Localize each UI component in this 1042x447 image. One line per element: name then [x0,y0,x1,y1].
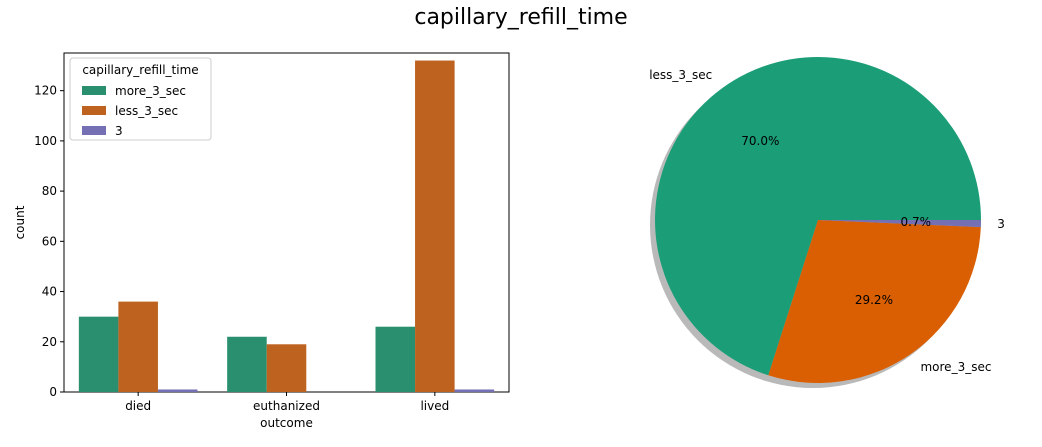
y-tick-label: 0 [49,385,57,399]
pie-pct-label: 29.2% [855,293,893,307]
bar-euthanized-more_3_sec [227,336,267,392]
x-tick-label: euthanized [253,399,320,413]
bar-lived-3 [454,389,495,392]
legend-label-more_3_sec: more_3_sec [115,84,186,98]
y-tick-label: 120 [34,84,57,98]
bar-lived-more_3_sec [375,326,416,392]
bar-died-less_3_sec [118,301,158,392]
pie-pct-label: 70.0% [741,134,779,148]
bar-lived-less_3_sec [415,60,455,393]
bar-died-3 [157,389,198,392]
y-tick-label: 40 [42,285,57,299]
pie-pct-label: 0.7% [901,215,932,229]
y-tick-label: 100 [34,134,57,148]
pie-slice-more_3_sec [768,220,981,383]
bar-chart: died euthanized lived outcome 0 20 40 60 80 100 12… [13,52,510,430]
legend-label-less_3_sec: less_3_sec [115,104,178,118]
legend-swatch-3 [82,126,106,135]
pie-chart: less_3_sec 70.0% more_3_sec 29.2% 3 0.7% [649,56,1005,388]
pie-label-more_3_sec: more_3_sec [920,360,991,374]
bar-died-more_3_sec [78,316,119,392]
legend-box [69,57,212,141]
pie-label-less_3_sec: less_3_sec [649,68,712,82]
y-tick-label: 20 [42,335,57,349]
bar-euthanized-less_3_sec [266,344,307,392]
legend-label-3: 3 [115,124,123,138]
pie-slice-3 [818,220,981,228]
x-axis-label: outcome [260,416,313,430]
pie-label-3: 3 [997,217,1005,231]
legend-swatch-less_3_sec [82,106,106,115]
y-axis-label: count [13,205,27,239]
legend-swatch-more_3_sec [82,86,106,95]
x-tick-label: died [125,399,151,413]
y-tick-label: 80 [42,184,57,198]
legend-title: capillary_refill_time [82,63,198,77]
x-tick-label: lived [420,399,449,413]
y-tick-label: 60 [42,234,57,248]
pie-slice-less_3_sec [655,56,981,376]
figure-title: capillary_refill_time [414,5,628,30]
